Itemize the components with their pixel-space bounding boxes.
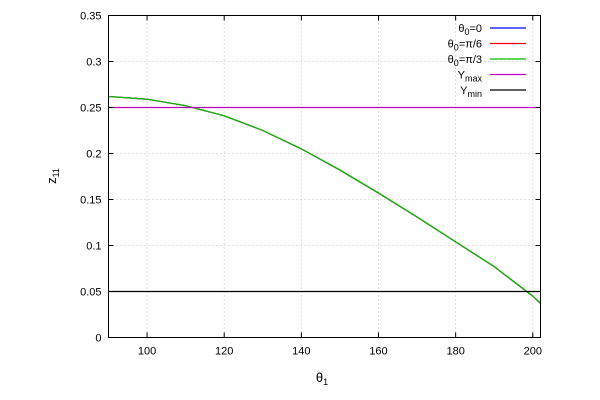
x-tick-label: 200 — [524, 346, 542, 358]
legend-label-3: Ymax — [458, 70, 483, 84]
series-group — [108, 95, 541, 304]
legend-label-sub: 0 — [454, 58, 459, 68]
x-tick-label: 160 — [369, 346, 387, 358]
y-tick-label: 0.2 — [86, 149, 101, 161]
legend-label-0: θ0=0 — [458, 23, 482, 37]
legend-label-base: θ — [448, 39, 454, 51]
axis-ticks: 100 120 140 160 180 200 0 0.05 0.1 0.15 0.2 0.25 0.3… — [80, 11, 542, 358]
y-tick-label: 0.35 — [80, 11, 101, 23]
legend-label-rest: =0 — [469, 23, 482, 35]
y-axis-label-sub: 11 — [51, 168, 61, 177]
legend-label-sub: 0 — [454, 43, 459, 53]
legend-label-base: θ — [458, 23, 464, 35]
legend-label-rest: =π/3 — [459, 54, 482, 66]
x-tick-label: 180 — [446, 346, 464, 358]
y-tick-label: 0.1 — [86, 241, 101, 253]
x-tick-label: 120 — [215, 346, 233, 358]
plot-frame — [108, 15, 541, 338]
y-tick-label: 0 — [95, 333, 101, 345]
legend-label-base: θ — [448, 54, 454, 66]
y-tick-label: 0.25 — [80, 103, 101, 115]
legend-label-base: Y — [458, 70, 466, 82]
x-tick-label: 140 — [292, 346, 310, 358]
legend-label-base: Y — [460, 85, 468, 97]
y-tick-label: 0.15 — [80, 195, 101, 207]
legend-label-2: θ0=π/3 — [448, 54, 482, 68]
x-axis-label-sub: 1 — [323, 377, 328, 387]
y-tick-label: 0.05 — [80, 287, 101, 299]
legend-label-rest: =π/6 — [459, 39, 482, 51]
legend-label-4: Ymin — [460, 85, 482, 99]
x-tick-label: 100 — [138, 346, 156, 358]
legend-label-sub: min — [467, 89, 482, 99]
legend-label-sub: max — [465, 74, 483, 84]
y-axis-label-base: z — [44, 177, 59, 184]
legend-label-1: θ0=π/6 — [448, 39, 482, 53]
series-line-2 — [108, 95, 541, 304]
y-tick-label: 0.3 — [86, 57, 101, 69]
x-axis-label: θ1 — [316, 370, 328, 387]
x-axis-label-base: θ — [316, 370, 323, 385]
y-axis-label: z11 — [44, 168, 61, 184]
legend-label-sub: 0 — [464, 27, 469, 37]
